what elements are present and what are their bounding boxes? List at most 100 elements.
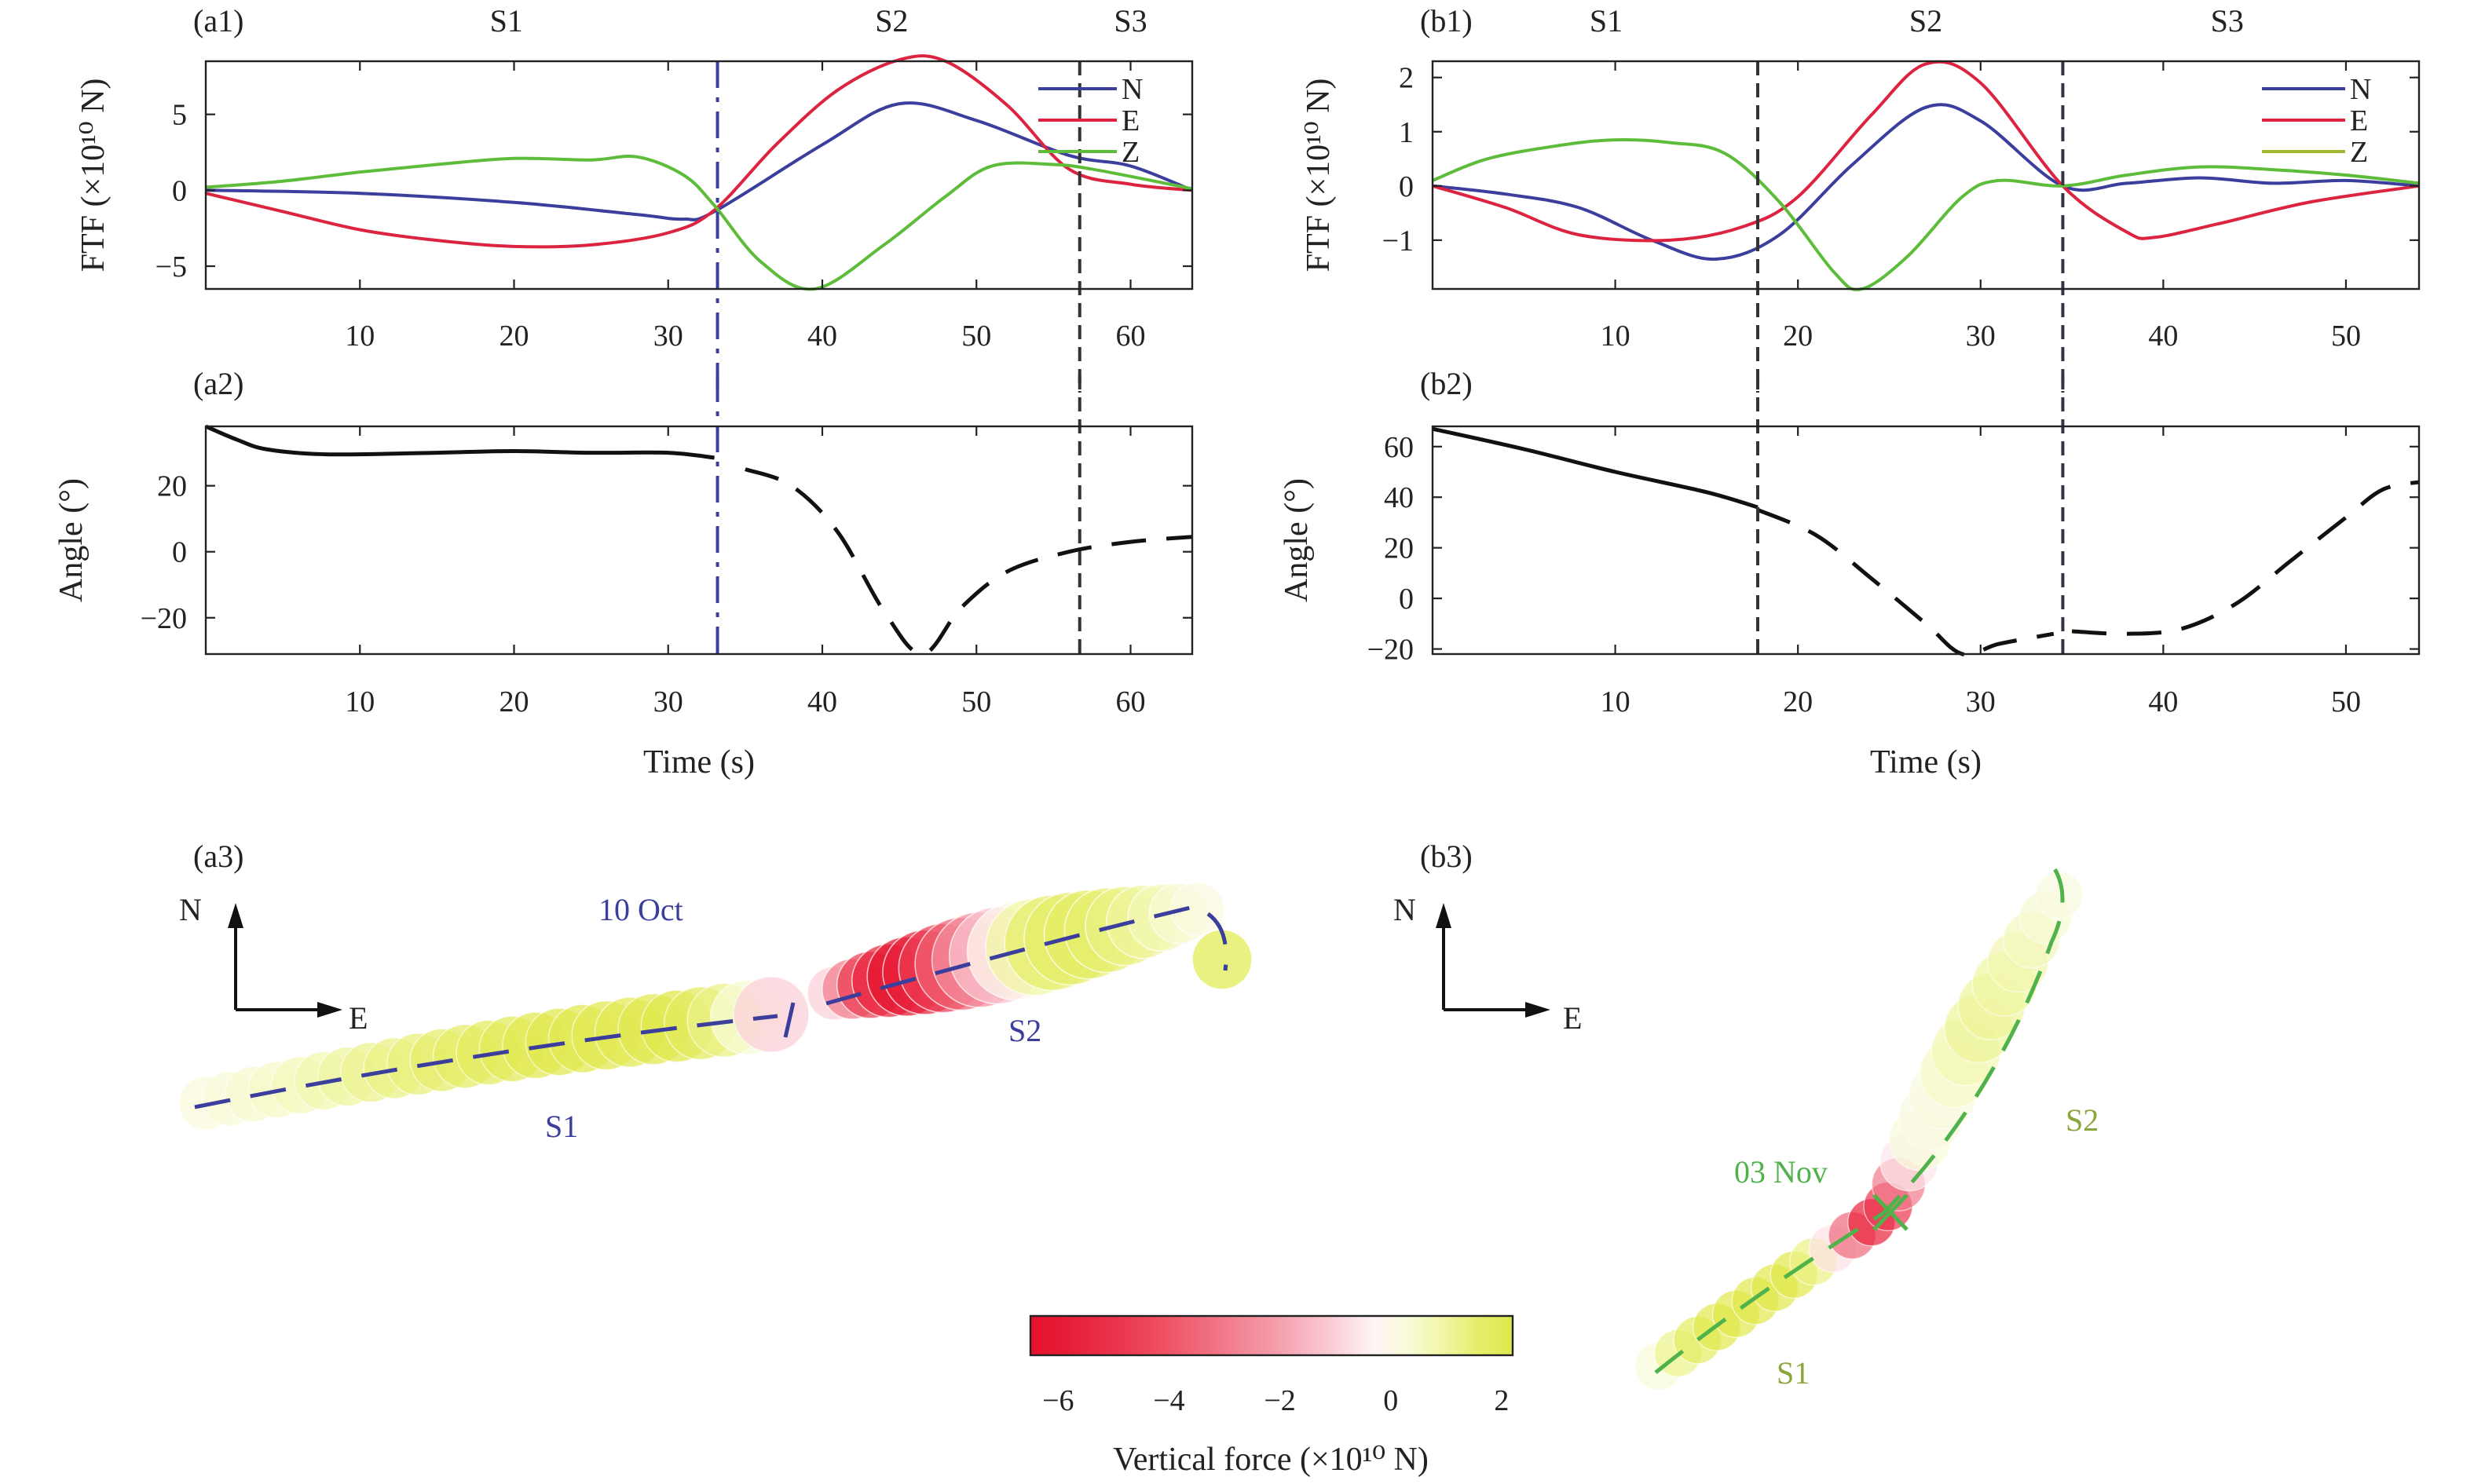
- force-circles-b3: [1634, 871, 2084, 1391]
- ticks-b2: 10 20 30 40 50 −20 0 20 40 60: [1367, 426, 2419, 718]
- series-line-s2-angle: [1757, 508, 2055, 657]
- north-arrowhead-icon: [228, 903, 243, 928]
- legend-label-e: E: [1122, 104, 1140, 137]
- ticks-b1: 10 20 30 40 50 −1 0 1 2: [1382, 61, 2419, 353]
- panel-a3: (a3) N E 10 Oct S1 S2: [178, 839, 1253, 1144]
- series-line-n: [205, 101, 1193, 221]
- colorbar-tick-label: −4: [1153, 1384, 1184, 1417]
- series-line-e: [1432, 60, 2420, 243]
- north-label: N: [179, 892, 202, 927]
- segment-label-s1-a3: S1: [545, 1109, 578, 1144]
- date-label-b3: 03 Nov: [1734, 1154, 1828, 1190]
- y-tick-label: −1: [1382, 225, 1414, 258]
- y-tick-label: 2: [1399, 62, 1414, 95]
- segment-label-s3: S3: [2211, 3, 2244, 38]
- colorbar-label: Vertical force (×10¹⁰ N): [1113, 1442, 1429, 1478]
- legend-b1: N E Z: [2262, 73, 2371, 169]
- axes-frame-b1: [1431, 60, 2421, 291]
- series-line-s1-angle: [205, 424, 715, 460]
- series-line-z: [1432, 137, 2420, 291]
- north-label: N: [1393, 892, 1416, 927]
- y-tick-label: −20: [141, 602, 187, 635]
- x-tick-label: 20: [1783, 685, 1813, 718]
- y-tick-label: 5: [172, 99, 187, 132]
- legend-label-n: N: [1122, 73, 1143, 106]
- segment-label-s2-a3: S2: [1008, 1013, 1041, 1048]
- trajectory-s2-a3: [825, 905, 1228, 1006]
- panel-label-b2: (b2): [1420, 366, 1473, 401]
- ticks-a1: 10 20 30 40 50 60 −5 0 5: [156, 61, 1192, 353]
- compass-a3: N E: [179, 892, 368, 1036]
- y-tick-label: 0: [1399, 583, 1414, 616]
- force-circles-a3: [178, 882, 1253, 1131]
- segment-label-s1: S1: [1590, 3, 1623, 38]
- colorbar-strip: [1029, 1314, 1514, 1357]
- x-axis-label-b2: Time (s): [1870, 744, 1982, 780]
- x-tick-label: 30: [653, 685, 683, 718]
- x-tick-label: 50: [961, 685, 991, 718]
- y-tick-label: 1: [1399, 116, 1414, 149]
- y-axis-label-a2: Angle (°): [53, 478, 90, 602]
- east-arrowhead-icon: [1525, 1002, 1550, 1018]
- x-axis-label-a2: Time (s): [643, 744, 755, 780]
- x-tick-label: 40: [2148, 320, 2178, 353]
- x-tick-label: 40: [807, 685, 837, 718]
- force-circle: [1170, 882, 1225, 937]
- x-tick-label: 50: [2331, 685, 2361, 718]
- colorbar-tick-label: 0: [1383, 1384, 1398, 1417]
- panel-label-b1: (b1): [1420, 3, 1473, 38]
- panel-label-b3: (b3): [1420, 839, 1473, 874]
- trajectory-b3: [1654, 862, 2065, 1374]
- y-tick-label: 60: [1384, 431, 1414, 464]
- panel-label-a2: (a2): [193, 366, 243, 401]
- x-tick-label: 10: [1601, 685, 1630, 718]
- x-tick-label: 40: [2148, 685, 2178, 718]
- y-tick-label: 0: [172, 536, 187, 569]
- force-circle: [733, 976, 810, 1053]
- x-tick-label: 60: [1116, 685, 1146, 718]
- panel-a1: (a1) S1 S2 S3 10 20 30 40 50 60 −5 0 5 FTF (×10¹⁰ …: [75, 3, 1194, 393]
- segment-label-s3: S3: [1114, 3, 1147, 38]
- legend-label-z: Z: [1122, 136, 1140, 169]
- colorbar-ticks: −6 −4 −2 0 2: [1042, 1384, 1509, 1417]
- series-line-s1-angle: [1432, 426, 1759, 510]
- y-axis-label-b2: Angle (°): [1279, 478, 1315, 602]
- x-tick-label: 50: [2331, 320, 2361, 353]
- panel-label-a3: (a3): [193, 839, 243, 874]
- panel-b1: (b1) S1 S2 S3 10 20 30 40 50 −1 0 1 2 FTF (×10¹⁰ N…: [1301, 3, 2421, 393]
- y-tick-label: 0: [172, 174, 187, 207]
- north-arrowhead-icon: [1436, 903, 1451, 928]
- segment-labels-b1: S1 S2 S3: [1590, 3, 2244, 38]
- east-label: E: [1563, 1000, 1582, 1036]
- series-line-e: [205, 54, 1193, 249]
- colorbar-tick-label: −2: [1264, 1384, 1295, 1417]
- x-tick-label: 20: [500, 685, 529, 718]
- plot-area-a1: [205, 54, 1193, 393]
- x-tick-label: 40: [807, 320, 837, 353]
- legend-a1: N E Z: [1038, 73, 1143, 169]
- date-label-a3: 10 Oct: [598, 892, 683, 927]
- colorbar-tick-label: −6: [1042, 1384, 1074, 1417]
- x-tick-label: 30: [1966, 320, 1996, 353]
- plot-area-b1: [1432, 60, 2420, 393]
- y-tick-label: −5: [156, 250, 187, 283]
- x-tick-label: 60: [1116, 320, 1146, 353]
- axes-frame-b2: [1431, 425, 2421, 656]
- segment-label-s1-b3: S1: [1777, 1355, 1810, 1391]
- series-line-n: [1432, 103, 2420, 261]
- x-tick-label: 10: [345, 685, 375, 718]
- segment-label-s2-b3: S2: [2066, 1102, 2099, 1138]
- legend-label-e: E: [2350, 104, 2368, 137]
- y-axis-label-b1: FTF (×10¹⁰ N): [1301, 79, 1337, 272]
- east-label: E: [349, 1000, 368, 1036]
- force-circle: [2035, 871, 2084, 919]
- colorbar: −6 −4 −2 0 2 Vertical force (×10¹⁰ N): [1029, 1314, 1514, 1478]
- y-tick-label: 0: [1399, 170, 1414, 203]
- series-line-s3-angle: [2071, 480, 2420, 636]
- plot-area-b2: [1432, 375, 2420, 657]
- segment-cross-icon: [1872, 1193, 1909, 1231]
- legend-label-n: N: [2350, 73, 2371, 106]
- compass-b3: N E: [1393, 892, 1582, 1036]
- axes-frame-a2: [204, 425, 1194, 656]
